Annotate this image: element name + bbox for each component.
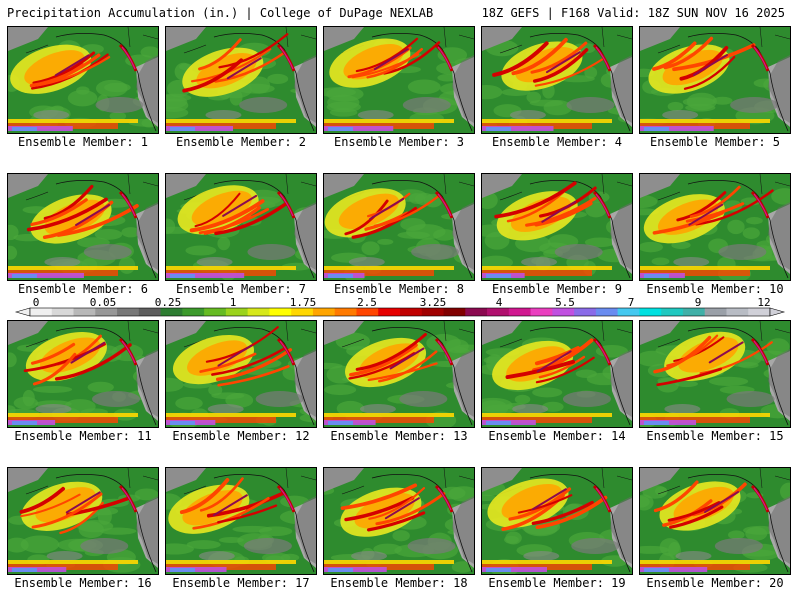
ensemble-map-3 — [323, 26, 475, 134]
colorbar-swatch — [356, 308, 379, 316]
colorbar-tick-label: 0.25 — [155, 298, 182, 309]
ensemble-map-19 — [481, 467, 633, 575]
ensemble-member-label: Ensemble Member: 4 — [491, 135, 623, 149]
ensemble-map-8 — [323, 173, 475, 281]
colorbar-swatch — [73, 308, 96, 316]
colorbar-swatch — [334, 308, 357, 316]
ensemble-map-13 — [323, 320, 475, 428]
colorbar-swatch — [51, 308, 75, 316]
colorbar-swatch — [30, 308, 53, 316]
colorbar-swatch — [421, 308, 445, 316]
colorbar-swatch — [378, 308, 401, 316]
ensemble-member-label: Ensemble Member: 11 — [14, 429, 152, 443]
colorbar-tick-label: 1.75 — [290, 298, 317, 309]
ensemble-member-label: Ensemble Member: 19 — [488, 576, 626, 590]
colorbar-right-arrow — [769, 307, 786, 317]
colorbar-swatch — [617, 308, 640, 316]
ensemble-map-2 — [165, 26, 317, 134]
colorbar-tick-label: 3.25 — [420, 298, 447, 309]
colorbar-swatch — [400, 308, 423, 316]
colorbar-swatch — [574, 308, 597, 316]
colorbar-swatch — [595, 308, 619, 316]
ensemble-map-18 — [323, 467, 475, 575]
ensemble-member-label: Ensemble Member: 9 — [491, 282, 623, 296]
ensemble-member-label: Ensemble Member: 17 — [172, 576, 310, 590]
ensemble-map-12 — [165, 320, 317, 428]
colorbar-swatch — [465, 308, 488, 316]
ensemble-map-10 — [639, 173, 791, 281]
colorbar-tick-label: 1 — [230, 298, 237, 309]
ensemble-map-5 — [639, 26, 791, 134]
colorbar-left-arrow — [14, 307, 31, 317]
colorbar-swatch — [182, 308, 205, 316]
colorbar-tick-label: 5.5 — [555, 298, 575, 309]
colorbar-swatch — [117, 308, 140, 316]
colorbar-swatch — [661, 308, 684, 316]
colorbar-tick-label: 12 — [757, 298, 770, 309]
colorbar-swatch — [269, 308, 292, 316]
colorbar-swatch — [552, 308, 575, 316]
colorbar-tick-label: 0.05 — [90, 298, 117, 309]
colorbar-swatch — [204, 308, 227, 316]
colorbar-swatch — [225, 308, 249, 316]
colorbar-swatch — [443, 308, 466, 316]
colorbar-swatch — [95, 308, 118, 316]
colorbar-tick-label: 2.5 — [357, 298, 377, 309]
colorbar-swatch — [704, 308, 727, 316]
colorbar-swatch — [639, 308, 662, 316]
ensemble-map-15 — [639, 320, 791, 428]
colorbar-swatch — [682, 308, 706, 316]
ensemble-member-label: Ensemble Member: 8 — [333, 282, 465, 296]
ensemble-member-label: Ensemble Member: 16 — [14, 576, 152, 590]
ensemble-member-label: Ensemble Member: 2 — [175, 135, 307, 149]
ensemble-member-label: Ensemble Member: 15 — [646, 429, 784, 443]
colorbar-tick-label: 9 — [695, 298, 702, 309]
ensemble-map-9 — [481, 173, 633, 281]
ensemble-map-4 — [481, 26, 633, 134]
colorbar-swatch — [160, 308, 183, 316]
colorbar-tick-label: 0 — [33, 298, 40, 309]
colorbar-tick-label: 4 — [496, 298, 503, 309]
ensemble-member-label: Ensemble Member: 18 — [330, 576, 468, 590]
ensemble-member-label: Ensemble Member: 12 — [172, 429, 310, 443]
colorbar-swatch — [487, 308, 510, 316]
ensemble-member-label: Ensemble Member: 1 — [17, 135, 149, 149]
product-title: Precipitation Accumulation (in.) | Colle… — [7, 6, 434, 20]
ensemble-map-1 — [7, 26, 159, 134]
ensemble-map-16 — [7, 467, 159, 575]
ensemble-member-label: Ensemble Member: 13 — [330, 429, 468, 443]
ensemble-map-11 — [7, 320, 159, 428]
ensemble-map-17 — [165, 467, 317, 575]
colorbar-swatch — [312, 308, 336, 316]
colorbar: 0 0.05 0.25 1 1.75 2.5 3.25 4 5.5 7 9 12 — [14, 298, 786, 317]
valid-time: 18Z GEFS | F168 Valid: 18Z SUN NOV 16 20… — [481, 6, 785, 20]
ensemble-map-7 — [165, 173, 317, 281]
colorbar-swatch — [247, 308, 270, 316]
ensemble-member-label: Ensemble Member: 10 — [646, 282, 784, 296]
ensemble-member-label: Ensemble Member: 6 — [17, 282, 149, 296]
colorbar-swatch — [508, 308, 532, 316]
ensemble-member-label: Ensemble Member: 7 — [175, 282, 307, 296]
colorbar-swatch — [530, 308, 553, 316]
colorbar-swatch — [726, 308, 749, 316]
colorbar-swatch — [748, 308, 771, 316]
ensemble-member-label: Ensemble Member: 14 — [488, 429, 626, 443]
ensemble-member-label: Ensemble Member: 3 — [333, 135, 465, 149]
colorbar-tick-label: 7 — [628, 298, 635, 309]
colorbar-swatch — [291, 308, 314, 316]
ensemble-member-label: Ensemble Member: 5 — [649, 135, 781, 149]
colorbar-swatch — [138, 308, 162, 316]
ensemble-map-6 — [7, 173, 159, 281]
ensemble-member-label: Ensemble Member: 20 — [646, 576, 784, 590]
ensemble-map-20 — [639, 467, 791, 575]
ensemble-map-14 — [481, 320, 633, 428]
